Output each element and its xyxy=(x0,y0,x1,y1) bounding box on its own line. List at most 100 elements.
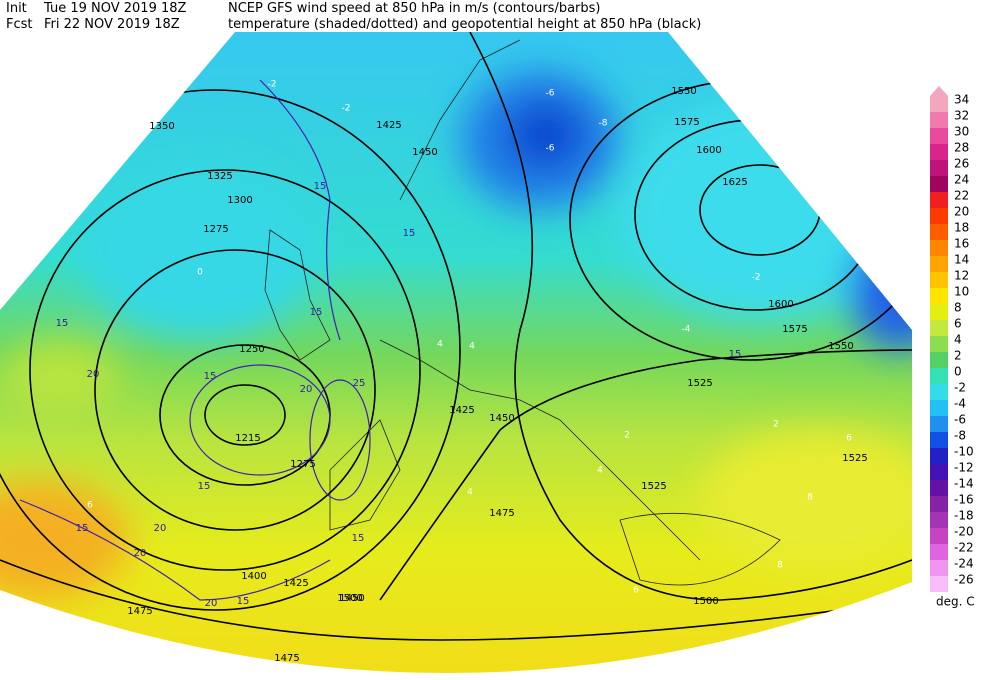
height-label: 1425 xyxy=(449,405,474,416)
height-label: 1525 xyxy=(687,378,712,389)
map-labels: 1350 1325 1300 1275 1250 1215 1275 1425 … xyxy=(56,80,868,665)
colorbar-label: -6 xyxy=(954,413,966,427)
height-label: 1400 xyxy=(241,571,266,582)
colorbar-label: 28 xyxy=(954,141,969,155)
height-label: 1575 xyxy=(782,324,807,335)
isohypse xyxy=(469,32,912,601)
height-label: 1500 xyxy=(693,596,718,607)
coastline xyxy=(619,512,781,586)
height-label: 1425 xyxy=(283,578,308,589)
colorbar-label: -18 xyxy=(954,509,974,523)
colorbar-label: -12 xyxy=(954,461,974,475)
temperature-label: 4 xyxy=(437,340,443,350)
temperature-label: -4 xyxy=(682,325,691,335)
colorbar-label: 32 xyxy=(954,109,969,123)
temperature-label: -2 xyxy=(752,273,761,283)
wind-label: 15 xyxy=(198,481,211,492)
height-label: 1525 xyxy=(641,481,666,492)
colorbar-swatch xyxy=(930,208,948,224)
height-label: 1550 xyxy=(828,341,853,352)
wind-label: 20 xyxy=(300,384,313,395)
colorbar-label: 8 xyxy=(954,301,962,315)
coastline xyxy=(379,339,701,561)
temperature-label: 4 xyxy=(467,488,473,498)
cold-core xyxy=(505,100,585,170)
wind-label: 15 xyxy=(403,228,416,239)
map xyxy=(0,32,912,674)
wind-label: 20 xyxy=(154,523,167,534)
colorbar-swatch xyxy=(930,464,948,480)
colorbar-swatch xyxy=(930,288,948,304)
wind-contour xyxy=(19,499,331,601)
temperature-label: 2 xyxy=(773,420,779,430)
colorbar-swatch xyxy=(930,272,948,288)
isohypse xyxy=(0,559,912,641)
colorbar-label: -22 xyxy=(954,541,974,555)
colorbar-swatch xyxy=(930,336,948,352)
height-label: 1450 xyxy=(489,413,514,424)
colorbar-label: -14 xyxy=(954,477,974,491)
wind-label: 15 xyxy=(204,371,217,382)
header: Init Tue 19 NOV 2019 18Z Fcst Fri 22 NOV… xyxy=(6,1,701,32)
wind-contours xyxy=(19,79,371,601)
height-label: 1275 xyxy=(203,224,228,235)
colorbar-label: 4 xyxy=(954,333,962,347)
height-label: 1275 xyxy=(290,459,315,470)
isohypse xyxy=(379,349,912,601)
temperature-label: 4 xyxy=(469,342,475,352)
colorbar-label: 6 xyxy=(954,317,962,331)
colorbar-swatch xyxy=(930,448,948,464)
colorbar-swatch xyxy=(930,160,948,176)
height-label: 1550 xyxy=(671,86,696,97)
colorbar-swatch xyxy=(930,224,948,240)
colorbar-label: 12 xyxy=(954,269,969,283)
height-label: 1600 xyxy=(696,145,721,156)
colorbar-label: 10 xyxy=(954,285,969,299)
subtitle: temperature (shaded/dotted) and geopoten… xyxy=(228,17,701,32)
coastlines xyxy=(264,39,781,586)
height-label: 1450 xyxy=(412,147,437,158)
colorbar-swatch xyxy=(930,176,948,192)
wind-contour xyxy=(309,379,371,501)
height-label: 1575 xyxy=(674,117,699,128)
colorbar-swatch xyxy=(930,512,948,528)
wind-label: 15 xyxy=(352,533,365,544)
wind-label: 20 xyxy=(134,548,147,559)
height-label: 1325 xyxy=(207,171,232,182)
fcst-label: Fcst xyxy=(6,17,33,32)
colorbar-swatch xyxy=(930,384,948,400)
colorbar-label: 0 xyxy=(954,365,962,379)
colorbar-label: -10 xyxy=(954,445,974,459)
colorbar-label: 34 xyxy=(954,93,969,107)
isohypse xyxy=(94,249,376,531)
temperature-label: -2 xyxy=(268,80,277,90)
wind-label: 15 xyxy=(729,349,742,360)
height-label: 1625 xyxy=(722,177,747,188)
colorbar-label: 30 xyxy=(954,125,969,139)
temperature-label: 6 xyxy=(846,434,852,444)
warm-west xyxy=(0,340,120,420)
colorbar-swatch xyxy=(930,416,948,432)
temperature-label: -6 xyxy=(546,89,555,99)
colorbar-swatch xyxy=(930,128,948,144)
colorbar-arrow xyxy=(930,86,948,96)
wind-label: 20 xyxy=(205,598,218,609)
temperature-label: 6 xyxy=(633,586,639,596)
colorbar-label: -8 xyxy=(954,429,966,443)
colorbar-swatch xyxy=(930,192,948,208)
title: NCEP GFS wind speed at 850 hPa in m/s (c… xyxy=(228,1,601,16)
wind-label: 15 xyxy=(237,596,250,607)
colorbar-label: 22 xyxy=(954,189,969,203)
colorbar-label: -20 xyxy=(954,525,974,539)
colorbar-label: -24 xyxy=(954,557,974,571)
colorbar-swatch xyxy=(930,352,948,368)
height-label: 1425 xyxy=(376,120,401,131)
colorbar-swatch xyxy=(930,240,948,256)
wind-label: 15 xyxy=(310,307,323,318)
temperature-label: 8 xyxy=(777,561,783,571)
height-label: 1450 xyxy=(339,593,364,604)
colorbar-label: -26 xyxy=(954,573,974,587)
colorbar-label: 26 xyxy=(954,157,969,171)
height-label: 1350 xyxy=(149,121,174,132)
